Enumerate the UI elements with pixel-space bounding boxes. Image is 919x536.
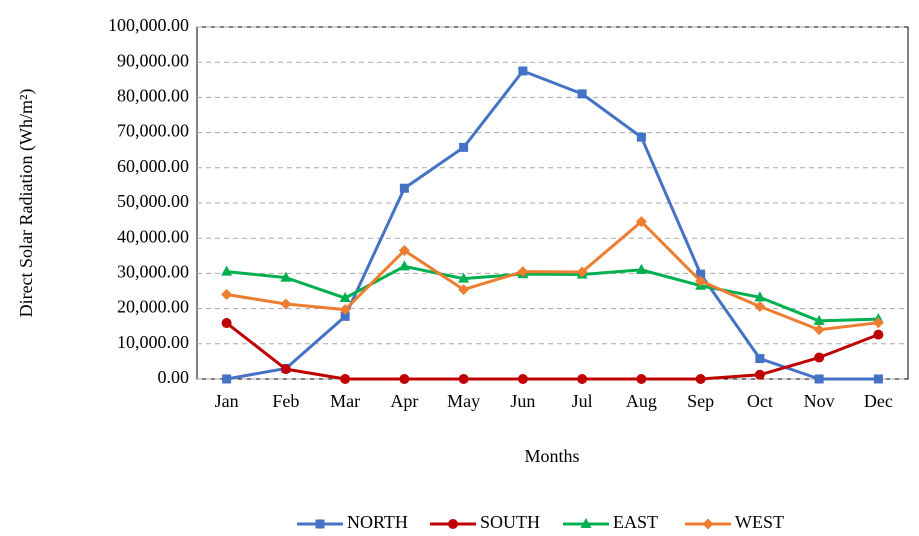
series-line: [226, 69, 879, 381]
x-tick-label: May: [447, 391, 480, 411]
data-point: [695, 374, 706, 384]
legend-marker: [448, 519, 458, 529]
data-point: [398, 260, 410, 271]
data-point: [755, 354, 765, 364]
series-line: [225, 321, 879, 381]
data-point: [458, 272, 470, 283]
data-point: [398, 245, 410, 257]
legend-label: EAST: [613, 512, 658, 532]
series-line: [226, 264, 879, 323]
series-line: [226, 220, 879, 332]
y-tick-label: 70,000.00: [117, 121, 189, 141]
data-point: [754, 300, 766, 312]
data-point: [518, 66, 528, 76]
data-point: [814, 374, 824, 384]
y-axis-label: Direct Solar Radiation (Wh/m²): [16, 89, 37, 318]
y-tick-label: 90,000.00: [117, 50, 189, 70]
data-point: [221, 265, 233, 276]
data-point: [635, 263, 647, 274]
data-point: [222, 374, 232, 384]
x-tick-label: Nov: [804, 391, 835, 411]
data-point: [754, 291, 766, 302]
data-point: [635, 216, 647, 228]
y-tick-label: 60,000.00: [117, 156, 189, 176]
x-tick-label: Feb: [272, 391, 299, 411]
data-point: [813, 324, 825, 336]
data-point: [636, 374, 647, 384]
data-point: [577, 374, 588, 384]
data-point: [814, 352, 825, 363]
data-point: [280, 271, 292, 282]
legend-marker: [315, 519, 325, 529]
y-tick-label: 0.00: [158, 367, 190, 387]
data-point: [339, 304, 351, 316]
x-tick-label: Aug: [626, 391, 657, 411]
data-point: [340, 374, 351, 384]
data-point: [872, 317, 884, 329]
y-tick-label: 30,000.00: [117, 262, 189, 282]
legend-marker: [580, 518, 592, 528]
x-tick-label: Apr: [390, 391, 418, 411]
y-tick-label: 20,000.00: [117, 297, 189, 317]
data-point: [576, 266, 588, 278]
x-tick-label: Dec: [864, 391, 893, 411]
data-point: [873, 329, 884, 340]
legend-label: WEST: [735, 512, 784, 532]
data-point: [221, 289, 233, 301]
x-tick-label: Jun: [510, 391, 535, 411]
data-point: [459, 142, 469, 152]
x-tick-label: Oct: [747, 391, 773, 411]
y-tick-label: 10,000.00: [117, 332, 189, 352]
data-point: [280, 364, 291, 375]
data-point: [399, 183, 409, 193]
data-point: [813, 314, 825, 325]
x-tick-label: Mar: [330, 391, 360, 411]
y-tick-label: 100,000.00: [108, 15, 189, 35]
data-point: [696, 269, 706, 279]
data-point: [458, 284, 470, 296]
y-tick-label: 80,000.00: [117, 86, 189, 106]
data-point: [339, 292, 351, 303]
data-point: [873, 374, 883, 384]
data-point: [754, 369, 765, 380]
y-tick-label: 50,000.00: [117, 191, 189, 211]
data-point: [340, 311, 350, 321]
data-point: [280, 298, 292, 310]
data-point: [458, 374, 469, 384]
data-point: [517, 266, 529, 278]
legend-marker: [702, 518, 714, 530]
legend-label: SOUTH: [480, 512, 540, 532]
x-axis-label: Months: [524, 446, 579, 466]
data-point: [517, 374, 528, 384]
x-tick-label: Jul: [572, 391, 593, 411]
data-point: [695, 275, 707, 287]
data-point: [221, 318, 232, 329]
x-tick-label: Sep: [687, 391, 714, 411]
x-tick-label: Jan: [215, 391, 239, 411]
legend-label: NORTH: [347, 512, 408, 532]
y-tick-label: 40,000.00: [117, 226, 189, 246]
data-point: [399, 374, 410, 384]
data-point: [577, 89, 587, 99]
data-point: [636, 132, 646, 142]
